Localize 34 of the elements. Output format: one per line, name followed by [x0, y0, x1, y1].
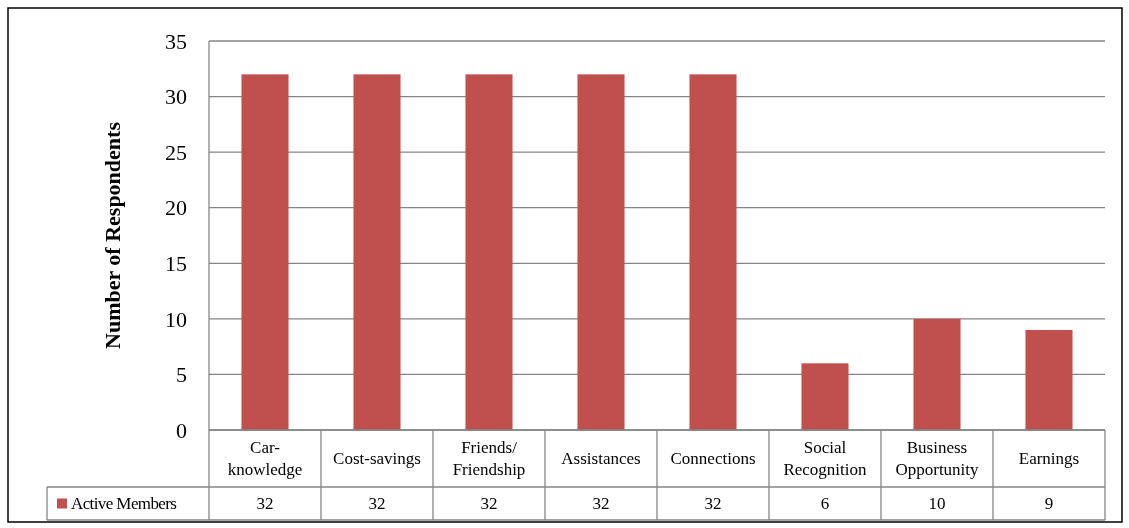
x-tick-label: Assistances — [561, 449, 641, 469]
data-label: 10 — [928, 494, 946, 514]
bar — [465, 74, 513, 430]
y-tick-label: 5 — [176, 362, 187, 388]
data-label: 6 — [820, 494, 830, 514]
x-tick-label: Friends/ Friendship — [452, 438, 526, 480]
y-axis-title: Number of Respondents — [100, 121, 125, 349]
y-tick-label: 30 — [165, 84, 187, 110]
bar — [913, 318, 961, 430]
x-tick-label: Cost-savings — [333, 449, 421, 469]
y-tick-label: 0 — [176, 417, 187, 443]
x-tick-label: Connections — [670, 449, 756, 469]
x-tick-label: Earnings — [1018, 449, 1080, 469]
data-label: 32 — [368, 494, 386, 514]
bar — [801, 363, 849, 430]
x-tick-label: Business Opportunity — [895, 438, 980, 480]
y-tick-label: 10 — [165, 306, 187, 332]
y-tick-label: 15 — [165, 250, 187, 276]
data-label: 32 — [480, 494, 498, 514]
x-tick-label: Car- knowledge — [227, 438, 303, 480]
bar — [353, 74, 401, 430]
data-label: 32 — [256, 494, 274, 514]
y-tick-label: 25 — [165, 139, 187, 165]
y-tick-label: 35 — [165, 28, 187, 54]
bar — [1025, 329, 1073, 430]
data-label: 32 — [704, 494, 722, 514]
legend-label: Active Members — [71, 494, 177, 514]
data-label: 9 — [1044, 494, 1054, 514]
y-tick-label: 20 — [165, 195, 187, 221]
bar — [689, 74, 737, 430]
bar — [241, 74, 289, 430]
bar — [577, 74, 625, 430]
x-tick-label: Social Recognition — [783, 438, 868, 480]
data-label: 32 — [592, 494, 610, 514]
